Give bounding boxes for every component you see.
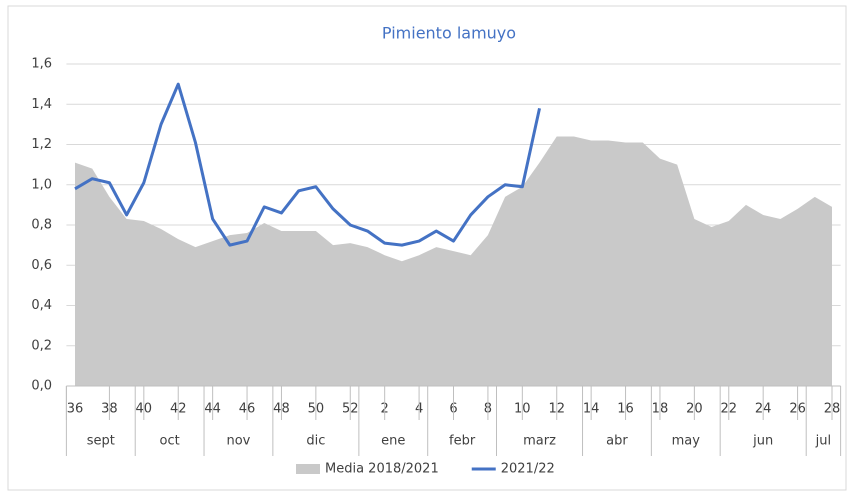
y-tick-label: 0,4 xyxy=(31,298,52,313)
month-label: may xyxy=(672,434,701,449)
month-label: abr xyxy=(606,434,628,449)
y-tick-label: 1,4 xyxy=(31,97,52,112)
chart-title: Pimiento lamuyo xyxy=(382,24,516,43)
y-tick-label: 0,0 xyxy=(31,379,52,394)
legend-label: Media 2018/2021 xyxy=(325,462,439,477)
month-label: ene xyxy=(381,434,405,449)
legend-swatch xyxy=(296,464,320,474)
month-label: sept xyxy=(87,434,115,449)
month-label: jun xyxy=(752,434,773,449)
month-label: nov xyxy=(226,434,250,449)
line xyxy=(74,82,541,247)
month-label: marz xyxy=(523,434,556,449)
month-label: dic xyxy=(306,434,325,449)
y-tick-label: 0,6 xyxy=(31,258,52,273)
y-tick-label: 1,6 xyxy=(31,57,52,72)
month-label: jul xyxy=(815,434,831,449)
month-label: oct xyxy=(160,434,180,449)
y-tick-label: 0,8 xyxy=(31,218,52,233)
month-label: febr xyxy=(449,434,476,449)
x-tick-label: 36 xyxy=(67,402,84,417)
legend-label: 2021/22 xyxy=(501,462,555,477)
area xyxy=(75,136,832,386)
y-tick-label: 1,0 xyxy=(31,177,52,192)
y-tick-label: 1,2 xyxy=(31,137,52,152)
y-tick-label: 0,2 xyxy=(31,338,52,353)
